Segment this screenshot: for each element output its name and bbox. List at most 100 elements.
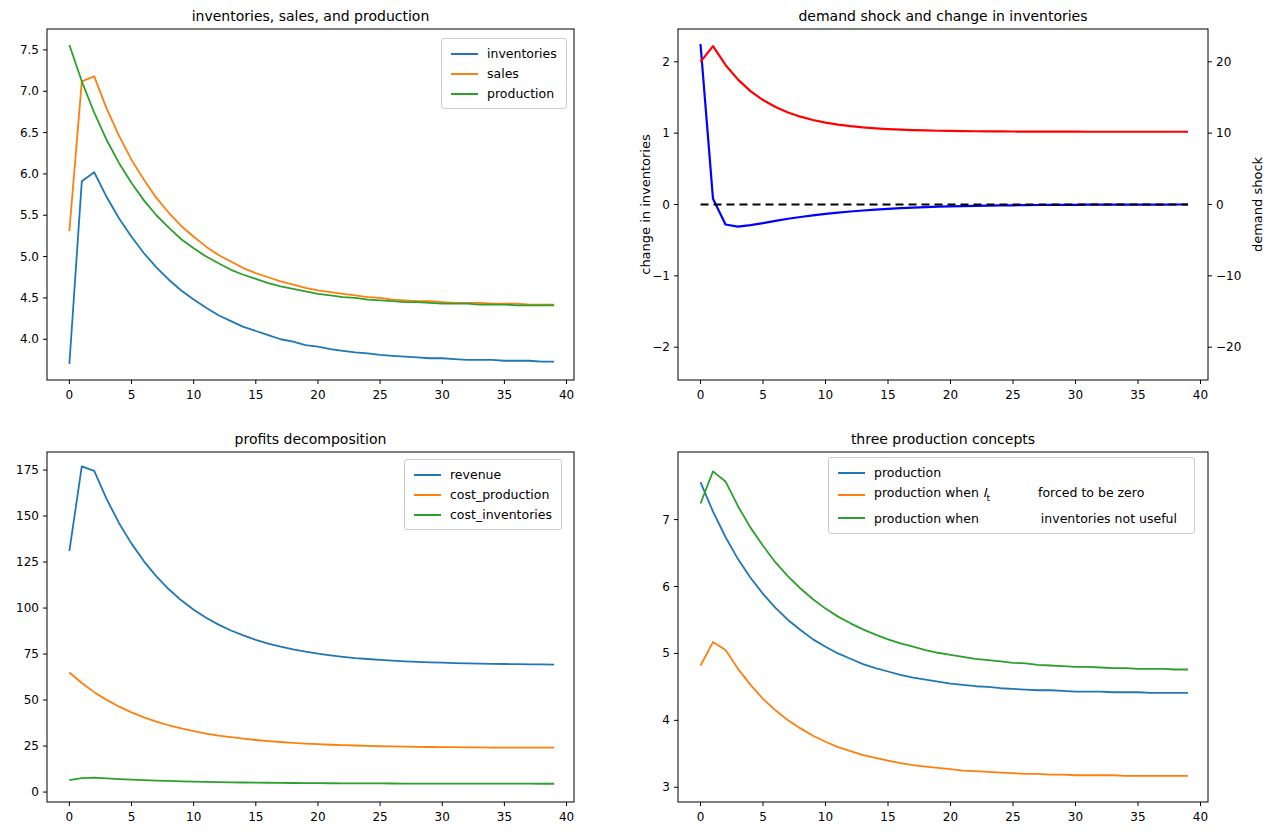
chart-title: profits decomposition xyxy=(235,431,387,447)
y-tick-label: −2 xyxy=(652,340,670,354)
legend-line-swatch xyxy=(414,474,441,476)
y-tick-label-right: 10 xyxy=(1216,126,1231,140)
legend-line-swatch xyxy=(414,514,441,516)
y-tick-label: 0 xyxy=(31,785,39,799)
y-tick-label: 7 xyxy=(662,513,670,527)
y-tick-label: 5.0 xyxy=(20,250,39,264)
y-axis-label-left: change in inventories xyxy=(638,134,653,275)
y-tick-label: −1 xyxy=(652,269,670,283)
y-tick-label: 6.0 xyxy=(20,167,39,181)
chart-demand-shock-and-change-in-inventories: 0510152025303540−2−1012−20−1001020demand… xyxy=(638,8,1265,402)
chart-title: inventories, sales, and production xyxy=(192,8,430,24)
legend-item: sales xyxy=(451,66,557,81)
legend-label: production when Itforced to be zero xyxy=(874,485,1144,506)
y-tick-label: 3 xyxy=(662,780,670,794)
y-tick-label: 5.5 xyxy=(20,208,39,222)
x-tick-label: 10 xyxy=(186,810,201,824)
legend-item: production xyxy=(451,86,557,101)
x-tick-label: 0 xyxy=(66,388,74,402)
legend-item: revenue xyxy=(414,467,552,482)
x-tick-label: 20 xyxy=(943,388,958,402)
legend-label: inventories xyxy=(487,46,557,61)
series-line-inventories xyxy=(69,172,554,364)
y-tick-label: 50 xyxy=(24,693,39,707)
y-axis-label-right: demand shock xyxy=(1250,156,1265,252)
legend-line-swatch xyxy=(451,73,478,75)
y-tick-label: 4.0 xyxy=(20,332,39,346)
legend-box: production production when Itforced to be… xyxy=(828,457,1195,534)
legend-line-swatch xyxy=(838,494,865,496)
x-tick-label: 15 xyxy=(248,810,263,824)
y-tick-label: 150 xyxy=(16,509,39,523)
legend-item: production xyxy=(838,465,1185,480)
x-tick-label: 35 xyxy=(497,810,512,824)
series-line-demand-shock xyxy=(701,46,1189,132)
x-tick-label: 25 xyxy=(1005,388,1020,402)
legend-item: production wheninventories not useful xyxy=(838,511,1185,526)
x-tick-label: 10 xyxy=(186,388,201,402)
series-line-sales xyxy=(69,76,554,304)
chart-title: demand shock and change in inventories xyxy=(798,8,1087,24)
y-tick-label: 2 xyxy=(662,55,670,69)
y-tick-label: 4.5 xyxy=(20,291,39,305)
x-tick-label: 30 xyxy=(1068,810,1083,824)
x-tick-label: 5 xyxy=(128,388,136,402)
y-tick-label: 25 xyxy=(24,739,39,753)
y-tick-label: 175 xyxy=(16,463,39,477)
legend-box: revenue cost_production cost_inventories xyxy=(404,459,562,530)
legend-label: cost_inventories xyxy=(450,507,552,522)
legend-line-swatch xyxy=(414,494,441,496)
x-tick-label: 25 xyxy=(372,810,387,824)
legend-line-swatch xyxy=(838,472,865,474)
legend-item: production when Itforced to be zero xyxy=(838,485,1185,506)
series-line-cost-inventories xyxy=(69,778,554,784)
y-tick-label-right: −10 xyxy=(1216,269,1241,283)
figure-canvas: 05101520253035404.04.55.05.56.06.57.07.5… xyxy=(0,0,1277,834)
x-tick-label: 15 xyxy=(880,388,895,402)
chart-title: three production concepts xyxy=(851,431,1035,447)
math-symbol: It xyxy=(983,485,990,500)
x-tick-label: 35 xyxy=(497,388,512,402)
series-line-change-in-inventories xyxy=(701,44,1189,227)
y-tick-label: 75 xyxy=(24,647,39,661)
x-tick-label: 5 xyxy=(759,388,767,402)
x-tick-label: 5 xyxy=(128,810,136,824)
x-tick-label: 35 xyxy=(1130,388,1145,402)
x-tick-label: 40 xyxy=(1193,810,1208,824)
x-tick-label: 30 xyxy=(435,810,450,824)
legend-label: production wheninventories not useful xyxy=(874,511,1177,526)
y-tick-label: 6 xyxy=(662,580,670,594)
legend-line-swatch xyxy=(451,53,478,55)
x-tick-label: 40 xyxy=(1193,388,1208,402)
y-tick-label: 6.5 xyxy=(20,126,39,140)
x-tick-label: 0 xyxy=(697,810,705,824)
y-tick-label: 4 xyxy=(662,713,670,727)
legend-label: cost_production xyxy=(450,487,549,502)
legend-box: inventories sales production xyxy=(441,38,567,109)
x-tick-label: 20 xyxy=(310,388,325,402)
y-tick-label: 0 xyxy=(662,198,670,212)
x-tick-label: 35 xyxy=(1130,810,1145,824)
y-tick-label: 7.5 xyxy=(20,43,39,57)
x-tick-label: 10 xyxy=(818,388,833,402)
x-tick-label: 0 xyxy=(66,810,74,824)
legend-line-swatch xyxy=(838,517,865,519)
legend-label: revenue xyxy=(450,467,501,482)
x-tick-label: 20 xyxy=(943,810,958,824)
x-tick-label: 5 xyxy=(759,810,767,824)
y-tick-label-right: 0 xyxy=(1216,198,1224,212)
y-tick-label-right: 20 xyxy=(1216,55,1231,69)
x-tick-label: 40 xyxy=(559,388,574,402)
y-tick-label-right: −20 xyxy=(1216,340,1241,354)
legend-item: inventories xyxy=(451,46,557,61)
legend-line-swatch xyxy=(451,93,478,95)
series-line-production-when-i-t-forced-to-be-zero xyxy=(701,642,1189,776)
y-tick-label: 100 xyxy=(16,601,39,615)
x-tick-label: 15 xyxy=(880,810,895,824)
x-tick-label: 25 xyxy=(1005,810,1020,824)
y-tick-label: 125 xyxy=(16,555,39,569)
x-tick-label: 40 xyxy=(559,810,574,824)
x-tick-label: 0 xyxy=(697,388,705,402)
y-tick-label: 5 xyxy=(662,646,670,660)
x-tick-label: 15 xyxy=(248,388,263,402)
